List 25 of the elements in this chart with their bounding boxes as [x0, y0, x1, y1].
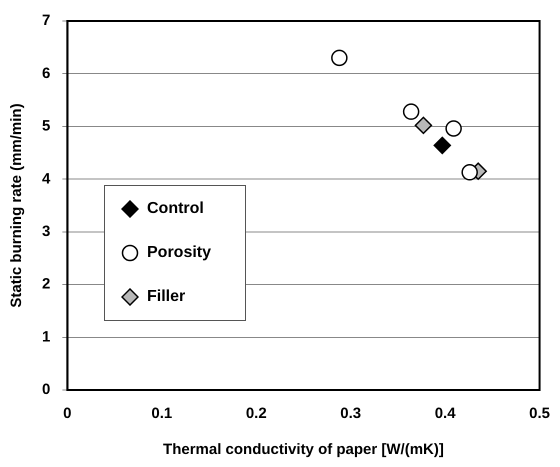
- x-axis-title: Thermal conductivity of paper [W/(mK)]: [163, 441, 444, 458]
- point: [461, 164, 478, 181]
- x-tick-label: 0.1: [151, 405, 172, 422]
- point: [434, 136, 452, 154]
- y-tick-label: 0: [42, 381, 50, 398]
- y-tick-label: 2: [42, 276, 50, 293]
- y-tick-label: 5: [42, 118, 50, 135]
- x-tick-label: 0.5: [529, 405, 550, 422]
- legend-label: Filler: [147, 288, 186, 306]
- y-tick-label: 4: [42, 170, 51, 188]
- legend-label: Control: [147, 200, 204, 218]
- y-tick-label: 7: [42, 12, 50, 30]
- point: [402, 103, 420, 120]
- x-tick-label: 0.2: [246, 405, 267, 422]
- x-tick-label: 0.3: [340, 405, 362, 422]
- y-tick-label: 1: [42, 328, 50, 346]
- legend-label: Porosity: [147, 244, 212, 262]
- point: [445, 120, 462, 137]
- x-tick-label: 0: [63, 405, 72, 422]
- x-tick-label: 0.4: [434, 405, 456, 422]
- y-tick-label: 6: [42, 64, 50, 82]
- point: [331, 50, 348, 66]
- point: [414, 116, 432, 134]
- y-tick-label: 3: [42, 223, 50, 240]
- y-axis-title: Static burning rate (mm/min): [8, 103, 26, 308]
